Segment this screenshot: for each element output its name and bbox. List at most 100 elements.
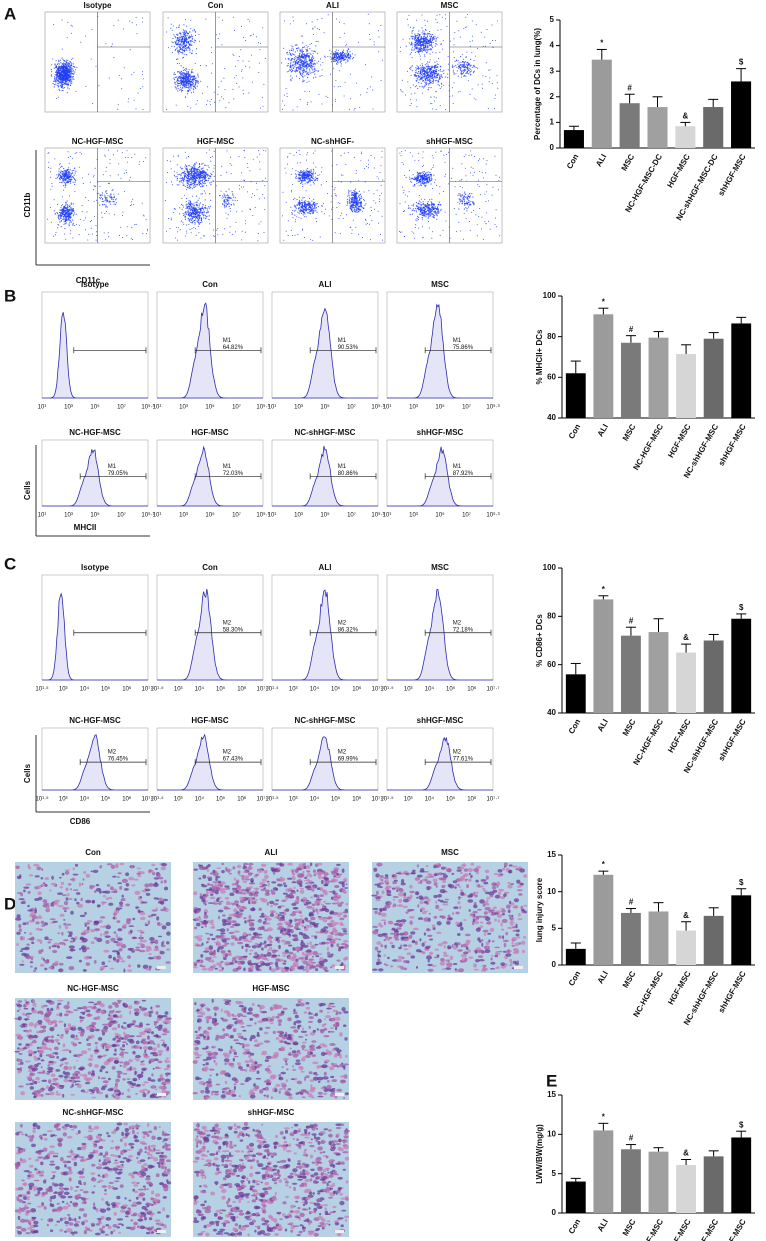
event-dot — [60, 175, 63, 177]
event-dot — [199, 166, 201, 168]
event-dot — [196, 201, 198, 203]
event-dot — [191, 222, 193, 224]
event-dot — [193, 219, 195, 222]
event-dot — [74, 224, 76, 226]
event-dot — [60, 170, 62, 172]
event-dot — [183, 47, 185, 49]
event-dot — [198, 179, 200, 181]
event-dot — [62, 60, 65, 62]
event-dot — [135, 24, 137, 26]
event-dot — [65, 203, 67, 205]
event-dot — [192, 78, 194, 80]
event-dot — [88, 173, 89, 175]
event-dot — [426, 77, 428, 80]
event-dot — [195, 171, 197, 173]
event-dot — [68, 71, 70, 73]
event-dot — [174, 43, 176, 45]
event-dot — [203, 182, 205, 184]
event-dot — [187, 169, 189, 171]
event-dot — [196, 177, 198, 179]
event-dot — [441, 83, 443, 85]
event-dot — [429, 35, 431, 37]
event-dot — [248, 92, 250, 94]
event-dot — [67, 167, 70, 169]
event-dot — [202, 204, 204, 206]
event-dot — [58, 168, 60, 170]
event-dot — [318, 93, 320, 95]
event-dot — [300, 35, 302, 37]
event-dot — [411, 70, 413, 72]
event-dot — [111, 197, 113, 199]
event-dot — [61, 171, 63, 173]
event-dot — [193, 29, 195, 31]
event-dot — [89, 221, 91, 223]
event-dot — [190, 28, 192, 30]
event-dot — [420, 44, 422, 46]
event-dot — [435, 70, 437, 72]
event-dot — [305, 60, 307, 62]
event-dot — [96, 235, 97, 237]
event-dot — [142, 109, 144, 110]
event-dot — [321, 103, 323, 105]
event-dot — [200, 193, 202, 195]
event-dot — [477, 67, 479, 69]
event-dot — [204, 199, 206, 201]
event-dot — [71, 213, 73, 215]
event-dot — [182, 35, 184, 38]
event-dot — [255, 36, 257, 38]
event-dot — [228, 202, 230, 204]
event-dot — [432, 41, 434, 44]
event-dot — [180, 40, 182, 42]
event-dot — [418, 67, 420, 69]
event-dot — [80, 41, 82, 43]
event-dot — [202, 172, 204, 174]
event-dot — [303, 54, 305, 56]
event-dot — [217, 228, 219, 230]
event-dot — [369, 38, 371, 40]
event-dot — [65, 65, 67, 67]
event-dot — [67, 156, 69, 158]
event-dot — [419, 44, 421, 47]
event-dot — [173, 72, 175, 74]
event-dot — [296, 70, 298, 72]
event-dot — [64, 67, 66, 70]
event-dot — [182, 50, 184, 52]
event-dot — [232, 88, 234, 90]
event-dot — [254, 207, 256, 208]
event-dot — [210, 181, 212, 183]
event-dot — [227, 196, 229, 198]
event-dot — [183, 24, 185, 26]
event-dot — [101, 216, 103, 218]
event-dot — [192, 166, 194, 168]
event-dot — [96, 199, 98, 201]
event-dot — [134, 153, 136, 155]
event-dot — [472, 66, 474, 68]
event-dot — [123, 67, 125, 69]
event-dot — [177, 154, 179, 156]
event-dot — [305, 58, 307, 60]
event-dot — [357, 41, 359, 43]
event-dot — [183, 38, 185, 41]
event-dot — [232, 196, 235, 198]
event-dot — [70, 66, 72, 68]
event-dot — [200, 237, 202, 239]
event-dot — [55, 60, 57, 62]
event-dot — [178, 227, 180, 229]
event-dot — [473, 71, 475, 74]
event-dot — [62, 210, 64, 212]
event-dot — [111, 43, 113, 45]
event-dot — [58, 80, 60, 83]
event-dot — [209, 104, 211, 106]
event-dot — [189, 206, 191, 208]
event-dot — [428, 49, 430, 51]
event-dot — [306, 62, 308, 64]
event-dot — [462, 61, 464, 63]
event-dot — [412, 29, 414, 32]
event-dot — [58, 63, 61, 65]
event-dot — [334, 53, 336, 55]
event-dot — [185, 35, 187, 37]
event-dot — [339, 36, 341, 38]
event-dot — [348, 57, 351, 59]
event-dot — [64, 172, 66, 174]
event-dot — [290, 58, 292, 60]
